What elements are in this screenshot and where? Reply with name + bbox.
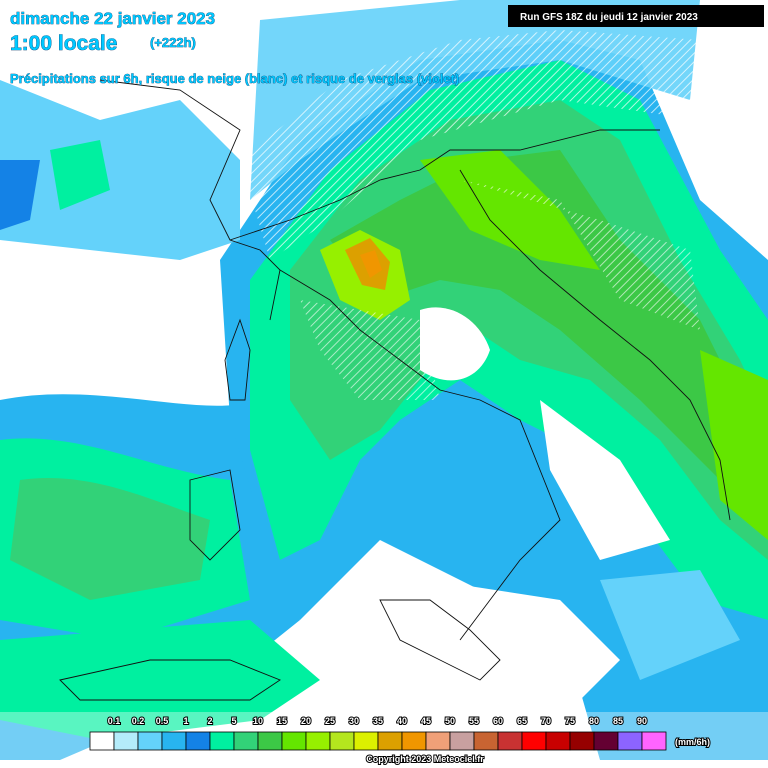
legend-label: 75	[565, 716, 575, 726]
legend-swatch	[377, 731, 403, 751]
legend-label: 90	[637, 716, 647, 726]
copyright: Copyright 2023 Meteociel.fr	[366, 754, 484, 764]
legend-swatch	[161, 731, 187, 751]
legend-label: 15	[277, 716, 287, 726]
legend-label: 40	[397, 716, 407, 726]
legend-label: 2	[207, 716, 212, 726]
legend-swatch	[473, 731, 499, 751]
legend-label: 35	[373, 716, 383, 726]
legend-label: 5	[231, 716, 236, 726]
legend-label: 20	[301, 716, 311, 726]
legend-swatch	[353, 731, 379, 751]
legend-swatch	[593, 731, 619, 751]
legend-swatch	[281, 731, 307, 751]
legend-label: 0.2	[132, 716, 145, 726]
legend-label: 30	[349, 716, 359, 726]
legend-label: 70	[541, 716, 551, 726]
legend-swatch	[329, 731, 355, 751]
legend-label: 85	[613, 716, 623, 726]
run-box	[508, 5, 764, 27]
legend-swatch	[641, 731, 667, 751]
legend-swatch	[185, 731, 211, 751]
legend-label: 45	[421, 716, 431, 726]
legend-swatch	[137, 731, 163, 751]
time: 1:00 locale	[10, 32, 117, 55]
legend-swatch	[113, 731, 139, 751]
legend-label: 55	[469, 716, 479, 726]
legend-swatch	[521, 731, 547, 751]
legend-label: 25	[325, 716, 335, 726]
legend-label: 50	[445, 716, 455, 726]
run-info: Run GFS 18Z du jeudi 12 janvier 2023	[520, 12, 698, 23]
legend-swatch	[233, 731, 259, 751]
legend-swatch	[257, 731, 283, 751]
lead-time: (+222h)	[150, 35, 196, 50]
country-borders	[59, 79, 731, 701]
legend-swatch	[401, 731, 427, 751]
legend-swatch	[89, 731, 115, 751]
subtitle: Précipitations sur 6h, risque de neige (…	[10, 71, 459, 86]
legend-label: 0.1	[108, 716, 121, 726]
legend-label: 0.5	[156, 716, 169, 726]
date: dimanche 22 janvier 2023	[10, 9, 215, 28]
legend-swatch	[305, 731, 331, 751]
legend-swatch	[449, 731, 475, 751]
legend-label: 10	[253, 716, 263, 726]
legend-swatch	[569, 731, 595, 751]
legend-swatch	[617, 731, 643, 751]
legend: 0.1 0.2 0.5 1 2 5 10 15 20 25 30 35 40 45 50 55 60 65 70 75…	[89, 715, 667, 751]
legend-swatch	[497, 731, 523, 751]
legend-swatch	[209, 731, 235, 751]
legend-swatch	[425, 731, 451, 751]
legend-label: 60	[493, 716, 503, 726]
legend-label: 65	[517, 716, 527, 726]
legend-unit: (mm/6h)	[675, 737, 710, 747]
legend-label: 80	[589, 716, 599, 726]
legend-swatch	[545, 731, 571, 751]
legend-label: 1	[183, 716, 188, 726]
